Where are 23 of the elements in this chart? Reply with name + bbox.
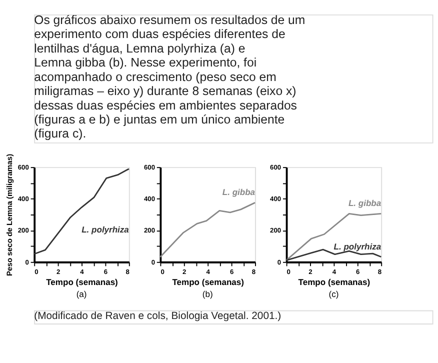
text: dessas duas espécies em ambientes separados: [34, 98, 297, 112]
x-axis-title: Tempo (semanas): [172, 277, 244, 288]
x-axis-title: Tempo (semanas): [298, 277, 370, 288]
text: experimento com duas espécies diferentes de: [34, 27, 286, 42]
series-label: L. gibba: [348, 198, 382, 208]
text: (b): [202, 288, 213, 299]
series-label: L. gibba: [222, 187, 256, 198]
text: (a): [76, 288, 87, 299]
text: acompanhado o crescimento (peso seco em: [34, 70, 276, 84]
text: (figura c).: [34, 126, 86, 141]
series-label: L. polyrhiza: [334, 241, 382, 252]
text: (Modificado de Raven e cols, Biologia Vegetal. 2001.): [34, 310, 282, 322]
line-series: [33, 168, 130, 255]
x-axis-title: Tempo (semanas): [46, 277, 118, 288]
text: lentilhas d'água, Lemna polyrhiza (a) e: [34, 41, 246, 56]
text: Os gráficos abaixo resumem os resultados de um: [34, 12, 306, 27]
text: (c): [328, 288, 339, 299]
text: miligramas – eixo y) durante 8 semanas (eixo x): [34, 84, 296, 98]
line-series: [160, 202, 256, 258]
text: Lemna gibba (b). Nesse experimento, foi: [34, 56, 257, 70]
y-axis-title: Peso seco de Lemna (miligramas): [5, 153, 14, 276]
text: (figuras a e b) e juntas em um único ambiente: [34, 112, 285, 126]
series-label: L. polyrhiza: [82, 224, 130, 234]
